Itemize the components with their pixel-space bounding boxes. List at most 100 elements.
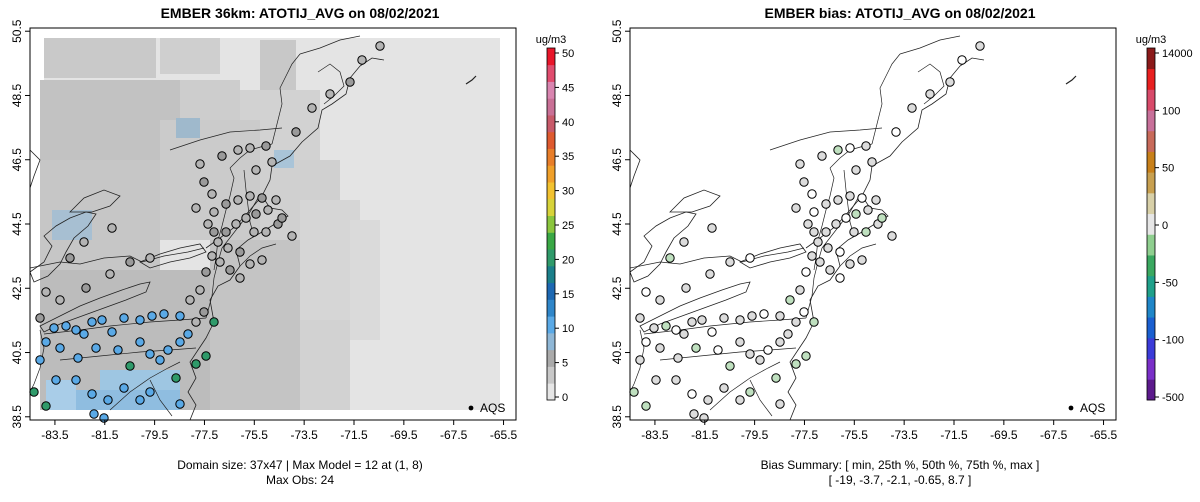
model-model-cell-1 — [160, 38, 220, 74]
model-station-marker — [155, 355, 165, 365]
bias-station-marker — [803, 219, 813, 229]
bias-colorbar-tick-label: -50 — [1162, 277, 1178, 289]
bias-station-marker — [857, 255, 867, 265]
model-model-cell-19 — [46, 380, 76, 410]
bias-station-marker — [925, 89, 935, 99]
model-x-tick-label: -83.5 — [41, 428, 69, 442]
model-station-marker — [191, 359, 201, 369]
model-station-marker — [119, 313, 129, 323]
model-station-marker — [35, 355, 45, 365]
model-station-marker — [107, 223, 117, 233]
model-border-14 — [169, 127, 283, 151]
model-station-marker — [325, 89, 335, 99]
bias-station-marker — [661, 321, 671, 331]
model-station-marker — [287, 231, 297, 241]
bias-station-marker — [867, 157, 877, 167]
bias-station-marker — [775, 337, 785, 347]
model-map: -83.5 -81.5 -79.5 -77.5 -75.5 -73.5 -71.5 -69.5… — [10, 19, 574, 442]
model-caption-line-2: Max Obs: 24 — [265, 473, 335, 487]
bias-y-tick-label: 50.5 — [610, 19, 624, 43]
bias-colorbar-tick-label: -500 — [1162, 392, 1184, 404]
model-model-cell-3 — [40, 80, 180, 160]
model-station-marker — [105, 269, 115, 279]
model-station-marker — [257, 193, 267, 203]
model-station-marker — [81, 283, 91, 293]
model-geography — [29, 35, 477, 421]
model-colorbar-segment — [547, 332, 555, 351]
model-colorbar-segment — [547, 81, 555, 99]
model-colorbar-segment — [547, 366, 555, 384]
model-panel: EMBER 36km: ATOTIJ_AVG on 08/02/2021 -83… — [10, 5, 574, 487]
bias-y-tick-label: 46.5 — [610, 148, 624, 172]
model-panel-title: EMBER 36km: ATOTIJ_AVG on 08/02/2021 — [160, 5, 440, 21]
model-station-marker — [277, 213, 287, 223]
model-lake-huron — [29, 211, 97, 283]
model-station-marker — [51, 375, 61, 385]
bias-border-13 — [871, 53, 901, 145]
bias-station-marker — [891, 127, 901, 137]
bias-border-7 — [805, 247, 823, 319]
bias-station-marker — [641, 337, 651, 347]
model-station-marker — [215, 257, 225, 267]
bias-border-6 — [749, 379, 773, 417]
model-station-marker — [61, 321, 71, 331]
model-station-marker — [357, 55, 367, 65]
model-station-marker — [251, 165, 261, 175]
bias-station-marker — [671, 375, 681, 385]
model-station-marker — [263, 205, 273, 215]
bias-station-marker — [877, 213, 887, 223]
bias-station-marker — [795, 285, 805, 295]
model-station-marker — [135, 315, 145, 325]
bias-station-marker — [745, 349, 755, 359]
bias-x-tick-label: -77.5 — [791, 428, 819, 442]
model-station-marker — [145, 253, 155, 263]
model-lake-michigan-edge — [29, 149, 41, 189]
bias-y-tick-label: 48.5 — [610, 83, 624, 107]
model-station-marker — [103, 395, 113, 405]
model-station-marker — [207, 251, 217, 261]
bias-station-marker — [817, 151, 827, 161]
model-colorbar-segment — [547, 198, 555, 217]
model-station-marker — [225, 265, 235, 275]
bias-station-marker — [679, 237, 689, 247]
bias-colorbar-segment — [1147, 172, 1155, 194]
bias-station-marker — [871, 195, 881, 205]
bias-station-marker — [655, 343, 665, 353]
bias-station-marker — [795, 159, 805, 169]
model-station-marker — [175, 399, 185, 409]
bias-station-marker — [821, 199, 831, 209]
bias-station-marker — [689, 409, 699, 419]
model-y-tick-label: 50.5 — [10, 19, 24, 43]
bias-station-marker — [725, 361, 735, 371]
model-station-marker — [99, 413, 109, 423]
model-x-tick-label: -81.5 — [91, 428, 119, 442]
bias-station-marker — [735, 395, 745, 405]
model-border-6 — [149, 379, 173, 417]
model-station-marker — [241, 213, 251, 223]
bias-station-marker — [635, 313, 645, 323]
bias-station-marker — [725, 257, 735, 267]
bias-y-tick-label: 40.5 — [610, 341, 624, 365]
bias-station-marker — [775, 399, 785, 409]
model-station-marker — [249, 227, 259, 237]
model-colorbar-segment — [547, 148, 555, 166]
bias-lake-michigan-edge — [629, 149, 641, 189]
bias-lake-huron — [629, 211, 697, 283]
bias-georgian-bay — [669, 189, 721, 213]
model-y-tick-label: 38.5 — [10, 405, 24, 429]
model-border-4 — [59, 347, 197, 361]
bias-colorbar-segment — [1147, 275, 1155, 297]
model-station-marker — [191, 317, 201, 327]
bias-station-marker — [697, 315, 707, 325]
model-station-marker — [245, 191, 255, 201]
bias-x-tick-label: -79.5 — [741, 428, 769, 442]
bias-colorbar-segment — [1147, 213, 1155, 235]
model-island — [465, 75, 477, 85]
model-border-7 — [205, 247, 223, 319]
model-x-tick-label: -71.5 — [340, 428, 368, 442]
bias-station-marker — [691, 343, 701, 353]
bias-station-marker — [745, 253, 755, 263]
model-station-marker — [233, 195, 243, 205]
model-lake-ontario — [139, 243, 207, 269]
bias-station-marker — [635, 355, 645, 365]
